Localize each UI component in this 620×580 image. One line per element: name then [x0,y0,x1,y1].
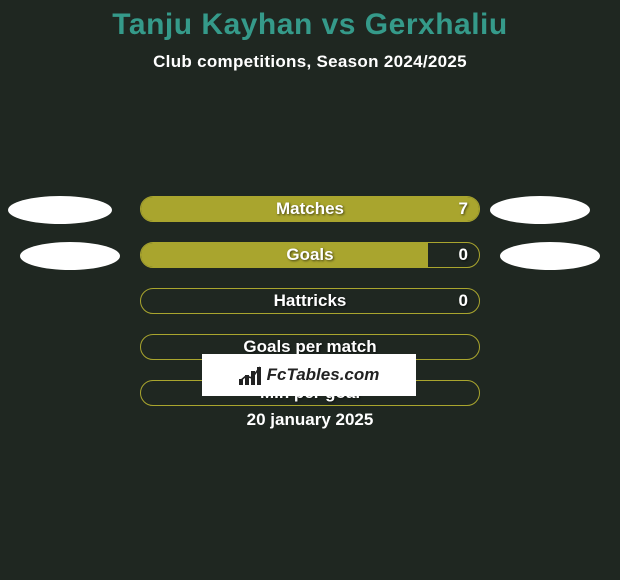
stat-row: Hattricks0 [0,288,620,316]
stat-bar-fill [141,243,428,267]
stat-bar [140,288,480,314]
date-label: 20 january 2025 [0,410,620,430]
right-team-ellipse [500,242,600,270]
brand-logo: FcTables.com [202,354,416,396]
comparison-infographic: Tanju Kayhan vs Gerxhaliu Club competiti… [0,0,620,580]
stat-row: Goals0 [0,242,620,270]
brand-logo-text: FcTables.com [267,365,380,385]
stat-bar [140,242,480,268]
stat-bar-fill [141,197,479,221]
stat-bar [140,196,480,222]
bar-chart-icon [239,365,261,385]
right-team-ellipse [490,196,590,224]
left-team-ellipse [20,242,120,270]
page-subtitle: Club competitions, Season 2024/2025 [0,52,620,72]
stat-row: Matches7 [0,196,620,224]
page-title: Tanju Kayhan vs Gerxhaliu [0,0,620,42]
left-team-ellipse [8,196,112,224]
